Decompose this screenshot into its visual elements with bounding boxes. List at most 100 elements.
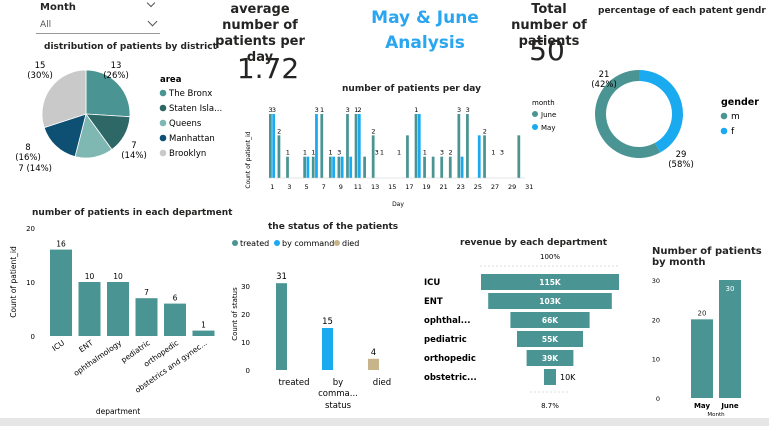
bar-june	[346, 114, 349, 178]
x-tick-label: 15	[388, 183, 396, 191]
y-tick-label: 30	[652, 277, 660, 285]
donut-slice-f	[639, 70, 683, 153]
funnel-value-label: 39K	[542, 354, 559, 363]
y-axis-label: Count of patient_id	[245, 131, 252, 188]
donut-data-label: (58%)	[668, 160, 694, 170]
bar-may	[272, 114, 276, 178]
page-title: May & June Analysis	[371, 8, 479, 53]
bar-june	[328, 156, 332, 178]
bar-may	[357, 114, 361, 178]
bar-june	[414, 114, 418, 178]
bar-data-label: 3	[457, 106, 461, 114]
funnel-category-label: ICU	[424, 278, 440, 288]
bar-june	[277, 135, 281, 178]
gender-donut-chart[interactable]: 21(42%) 29(58%) gender mf	[575, 56, 769, 181]
x-tick-label: May	[694, 402, 710, 410]
per-day-bar-chart[interactable]: Count of patient_id3 321 1 13 11 33 1 223 1 111 3 2…	[240, 96, 570, 211]
bar-data-label: 3	[500, 149, 504, 157]
bar-data-label: 31	[276, 272, 287, 282]
x-tick-label: comma...	[318, 389, 358, 399]
bar-data-label: 2	[357, 106, 361, 114]
bar-data-label: 6	[173, 294, 178, 303]
bar-data-label: 1	[423, 149, 427, 157]
donut-slice-m	[595, 70, 661, 158]
bar-june	[311, 156, 315, 178]
district-pie-chart[interactable]: 13(26%) 7(14%) 7 (14%) 8(16%) 15(30%) area The…	[0, 56, 230, 181]
legend-item: by command	[282, 239, 334, 248]
pie-data-label: 15	[35, 61, 46, 71]
bar-june	[303, 156, 307, 178]
donut-legend-title: gender	[721, 97, 759, 108]
y-axis-label: Count of status	[231, 287, 239, 341]
page-scrollbar-track[interactable]	[0, 418, 769, 426]
bar-data-label: 1	[397, 149, 401, 157]
bar-data-label: 2	[371, 127, 375, 135]
donut-legend-item: f	[731, 127, 735, 137]
pie-data-label: 8	[25, 143, 30, 153]
bar-department	[135, 298, 158, 336]
legend-title: month	[532, 99, 555, 107]
x-tick-label: 5	[304, 183, 308, 191]
x-tick-label: 13	[371, 183, 379, 191]
x-tick-label: 21	[439, 183, 447, 191]
x-tick-label: 23	[457, 183, 465, 191]
bar-data-label: 2	[448, 149, 452, 157]
funnel-bar	[526, 350, 574, 366]
bar-june	[466, 114, 469, 178]
bar-june	[363, 156, 366, 178]
x-axis-label: status	[325, 401, 352, 411]
bar-may	[477, 135, 481, 178]
month-chart-title: Number of patients by month	[652, 246, 762, 268]
bar-data-label: 1	[491, 149, 495, 157]
bar-data-label: 10	[113, 272, 123, 281]
bar-data-label: 3	[337, 149, 341, 157]
pie-legend-item: The Bronx	[168, 89, 212, 99]
month-bar-chart[interactable]: 0 10 20 30 20 May 30 June Month	[640, 272, 765, 418]
kpi-avg-value: 1.72	[236, 52, 300, 85]
bar-june	[354, 114, 358, 178]
legend-dot	[159, 134, 167, 142]
bar-data-label: 20	[698, 309, 707, 317]
revenue-chart-title: revenue by each department	[460, 238, 608, 248]
x-tick-label: 27	[491, 183, 499, 191]
legend-dot	[720, 127, 728, 135]
funnel-value-label: 115K	[539, 278, 562, 287]
funnel-category-label: pediatric	[424, 335, 467, 345]
per-day-chart-title: number of patients per day	[342, 84, 481, 94]
funnel-bar	[544, 369, 556, 385]
pie-legend-item: Manhattan	[169, 134, 215, 144]
legend-dot	[159, 149, 167, 157]
chevron-down-icon[interactable]	[146, 0, 156, 8]
donut-data-label: 21	[599, 70, 610, 80]
kpi-total-value: 50	[529, 34, 565, 67]
legend-dot	[159, 104, 167, 112]
pie-data-label: 13	[111, 61, 122, 71]
bar-june	[457, 114, 461, 178]
x-tick-label: ophthalmology	[72, 338, 124, 378]
bar-data-label: 1	[414, 106, 418, 114]
x-tick-label: June	[720, 402, 739, 410]
month-slicer-dropdown[interactable]: All	[36, 16, 160, 34]
pie-legend-item: Queens	[169, 119, 202, 129]
bar-department	[50, 249, 72, 336]
y-tick-label: 20	[241, 311, 250, 319]
bar-department	[192, 330, 215, 336]
bar-data-label: 3	[269, 106, 273, 114]
y-tick-label: 0	[656, 395, 660, 403]
x-axis-label: Day	[392, 201, 404, 208]
status-chart-title: the status of the patients	[268, 222, 399, 232]
bar-may	[349, 156, 353, 178]
y-tick-label: 10	[652, 356, 660, 364]
bar-data-label: 3	[466, 106, 470, 114]
funnel-bottom-label: 8.7%	[541, 402, 559, 410]
revenue-funnel-chart[interactable]: 100% ICU 115K ENT 103K ophthal... 66K pediatric…	[420, 250, 630, 415]
pie-slice-The Bronx	[85, 69, 131, 118]
bar-data-label: 15	[322, 317, 333, 327]
legend-dot	[532, 124, 538, 130]
bar-data-label: 2	[483, 127, 487, 135]
pie-slice-Brooklyn	[41, 69, 87, 129]
y-tick-label: 10	[241, 339, 250, 347]
bar-data-label: 7	[144, 288, 149, 297]
